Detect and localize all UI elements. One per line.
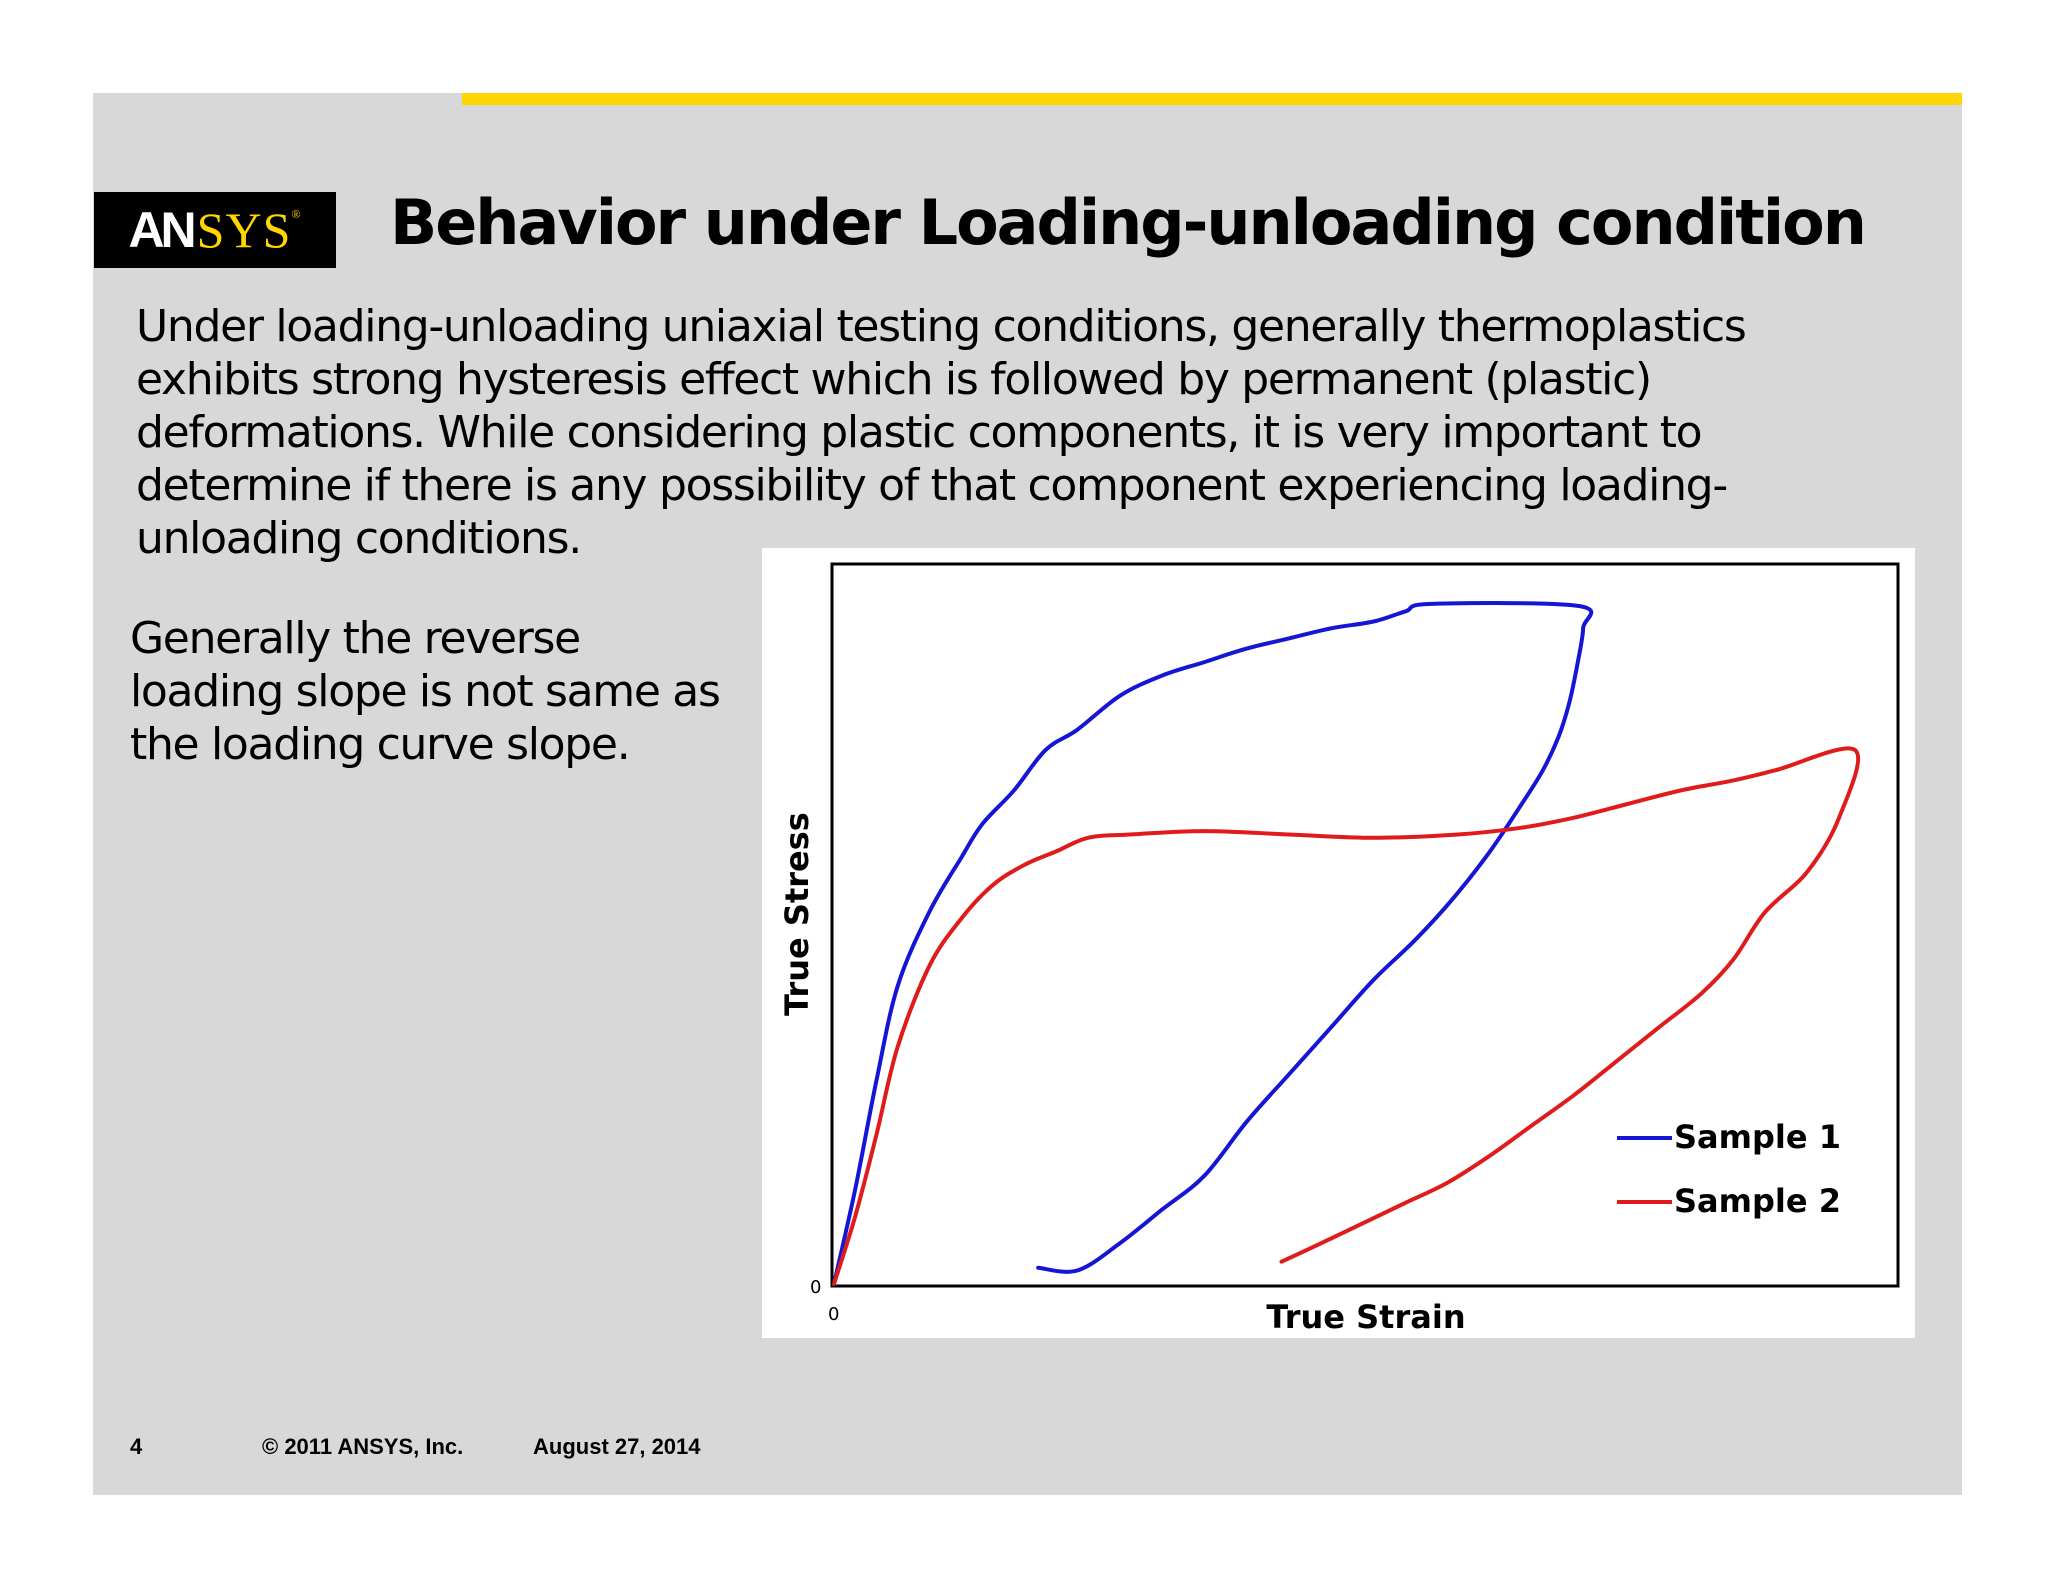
paragraph-line: exhibits strong hysteresis effect which … (136, 354, 1652, 405)
stress-strain-chart: True Stress True Strain 0 0 Sample 1 Sam… (762, 548, 1915, 1338)
x-axis-label: True Strain (1266, 1298, 1465, 1336)
side-note-line: loading slope is not same as (130, 666, 721, 717)
intro-paragraph: Under loading-unloading uniaxial testing… (136, 300, 1816, 565)
legend-label-sample-1: Sample 1 (1674, 1118, 1841, 1156)
footer-date: August 27, 2014 (533, 1434, 701, 1459)
ansys-logo: AN SYS ® (94, 192, 336, 268)
x-tick-label: 0 (828, 1304, 839, 1325)
y-tick-label: 0 (810, 1277, 821, 1298)
side-note: Generally the reverse loading slope is n… (130, 612, 750, 771)
plot-frame (830, 562, 1900, 1288)
legend-label-sample-2: Sample 2 (1674, 1182, 1841, 1220)
slide-title: Behavior under Loading-unloading conditi… (390, 186, 1867, 259)
series-line-sample-2 (832, 746, 1861, 1286)
paragraph-line: determine if there is any possibility of… (136, 460, 1728, 511)
paragraph-line: deformations. While considering plastic … (136, 407, 1703, 458)
side-note-line: the loading curve slope. (130, 719, 631, 770)
accent-bar (462, 93, 1962, 105)
chart-svg: True Stress True Strain 0 0 Sample 1 Sam… (778, 562, 1900, 1336)
copyright: © 2011 ANSYS, Inc. (262, 1434, 464, 1459)
legend: Sample 1 Sample 2 (1617, 1118, 1841, 1220)
y-axis-label: True Stress (778, 812, 816, 1016)
paragraph-line: Under loading-unloading uniaxial testing… (136, 301, 1747, 352)
side-note-line: Generally the reverse (130, 613, 581, 664)
page-number: 4 (130, 1434, 143, 1459)
paragraph-line: unloading conditions. (136, 513, 582, 564)
series-line-sample-1 (832, 601, 1594, 1286)
